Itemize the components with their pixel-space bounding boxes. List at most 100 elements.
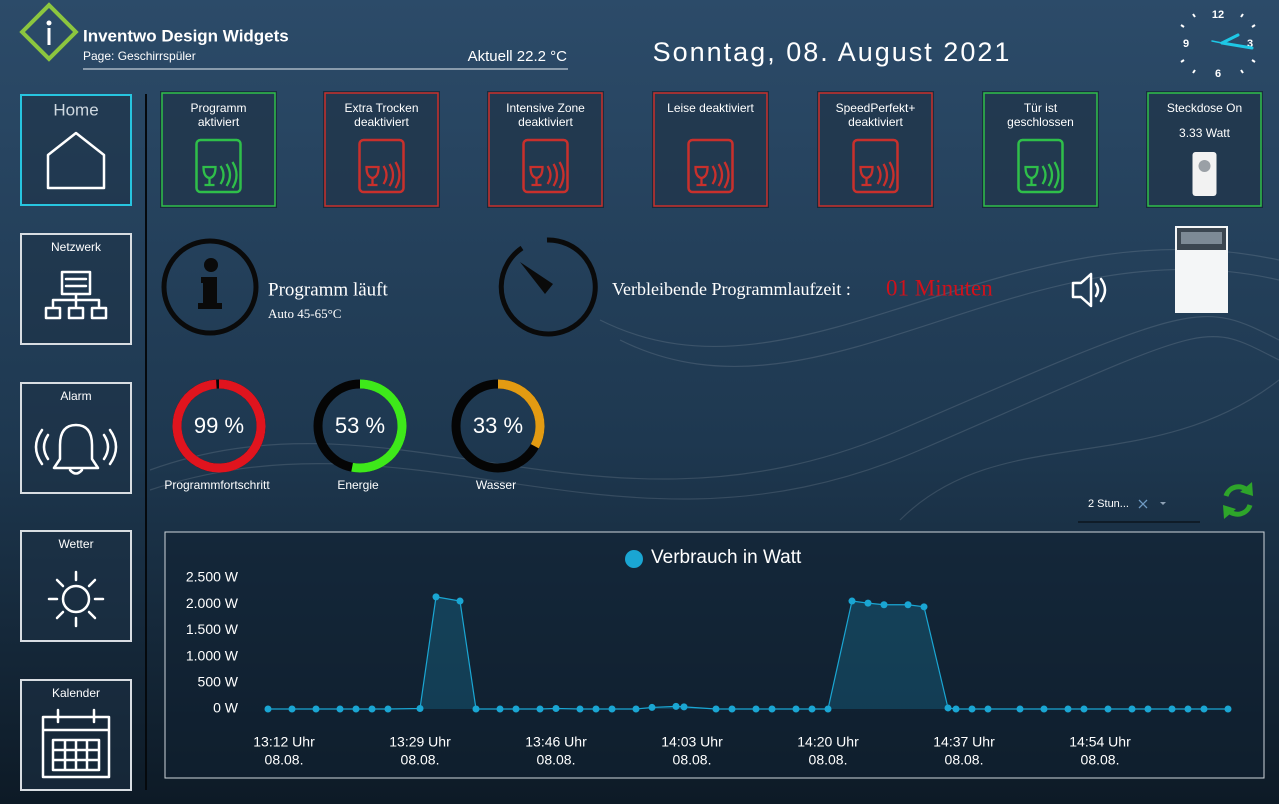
y-tick-label: 1.500 W [186,621,239,637]
tile-label: Programm [190,101,246,115]
point [648,703,656,711]
gauge-value: 53 % [335,413,385,438]
tile-box [324,92,439,207]
point [984,705,992,713]
point [1016,705,1024,713]
clock-numeral: 3 [1247,38,1253,50]
point [552,704,560,712]
nav-wetter[interactable]: Wetter [20,530,132,642]
x-tick-label: 13:12 Uhr [253,734,315,750]
point [592,705,600,713]
tile-label: deaktiviert [518,115,573,129]
point [496,705,504,713]
nav-alarm[interactable]: Alarm [20,382,132,494]
point [1064,705,1072,713]
clock: 12 3 6 9 [1180,9,1256,80]
point [1080,705,1088,713]
app-title: Inventwo Design Widgets [83,26,289,45]
speaker-icon[interactable] [1071,272,1107,308]
timer-icon [498,237,598,337]
tile-box [653,92,768,207]
y-tick-label: 500 W [198,674,239,690]
tile-label: Tür ist [1024,101,1058,115]
x-tick-label: 14:03 Uhr [661,734,723,750]
point [536,705,544,713]
status-tile[interactable]: Steckdose On 3.33 Watt [1146,91,1263,208]
point [264,705,272,713]
point [680,703,688,711]
point [1184,705,1192,713]
point [712,705,720,713]
x-tick-label: 14:37 Uhr [933,734,995,750]
tile-box [161,92,276,207]
x-tick-date: 08.08. [401,752,440,768]
tile-box [983,92,1098,207]
range-dropdown[interactable]: 2 Stun... [1078,498,1200,523]
refresh-button[interactable] [1223,482,1253,519]
point [1128,705,1136,713]
gauge-arc [497,379,545,449]
tile-label: Extra Trocken [344,101,418,115]
point [456,597,464,605]
gauge-arc [351,379,407,473]
info-icon [161,238,259,336]
nav-label: Wetter [58,537,93,551]
y-tick-label: 2.500 W [186,569,239,585]
program-status: Programm läuft [268,279,389,300]
point [1144,705,1152,713]
status-tile[interactable]: SpeedPerfekt+deaktiviert [817,91,934,208]
clock-numeral: 12 [1212,9,1224,21]
nav-label: Alarm [60,389,91,403]
nav-kalender[interactable]: Kalender [20,679,132,791]
x-tick-label: 14:20 Uhr [797,734,859,750]
x-tick-date: 08.08. [809,752,848,768]
point [808,705,816,713]
point [864,599,872,607]
point [968,705,976,713]
gauge: 53 % Energie [313,379,407,492]
point [920,603,928,611]
nav-home[interactable]: Home [20,94,132,206]
legend-marker [625,550,643,568]
point [312,705,320,713]
x-tick-date: 08.08. [673,752,712,768]
page-name: Page: Geschirrspüler [83,49,196,63]
point [792,705,800,713]
dropdown-value: 2 Stun... [1088,498,1129,510]
nav-netzwerk[interactable]: Netzwerk [20,233,132,345]
tile-label: aktiviert [198,115,240,129]
x-tick-label: 13:29 Uhr [389,734,451,750]
tile-box [488,92,603,207]
point [904,601,912,609]
point [288,705,296,713]
point [952,705,960,713]
remaining-time: 01 Minuten [886,275,993,300]
y-tick-label: 0 W [213,700,239,716]
nav-label: Netzwerk [51,240,102,254]
gauge-arc [172,379,266,473]
x-tick-date: 08.08. [1081,752,1120,768]
point [512,705,520,713]
gauge-value: 99 % [194,413,244,438]
tile-box [818,92,933,207]
gauge: 99 % Programmfortschritt [164,379,270,492]
y-tick-label: 1.000 W [186,647,239,663]
point [1168,705,1176,713]
point [1104,705,1112,713]
date: Sonntag, 08. August 2021 [653,37,1012,67]
plug-icon [1192,152,1217,196]
tile-value: 3.33 Watt [1179,126,1231,140]
point [1200,705,1208,713]
clear-icon[interactable] [1138,499,1148,509]
point [432,593,440,601]
x-tick-label: 13:46 Uhr [525,734,587,750]
gauge: 33 % Wasser [451,379,545,492]
plug-socket [1198,160,1211,172]
temperature: Aktuell 22.2 °C [468,48,568,65]
status-tile[interactable]: Leise deaktiviert [652,91,769,208]
